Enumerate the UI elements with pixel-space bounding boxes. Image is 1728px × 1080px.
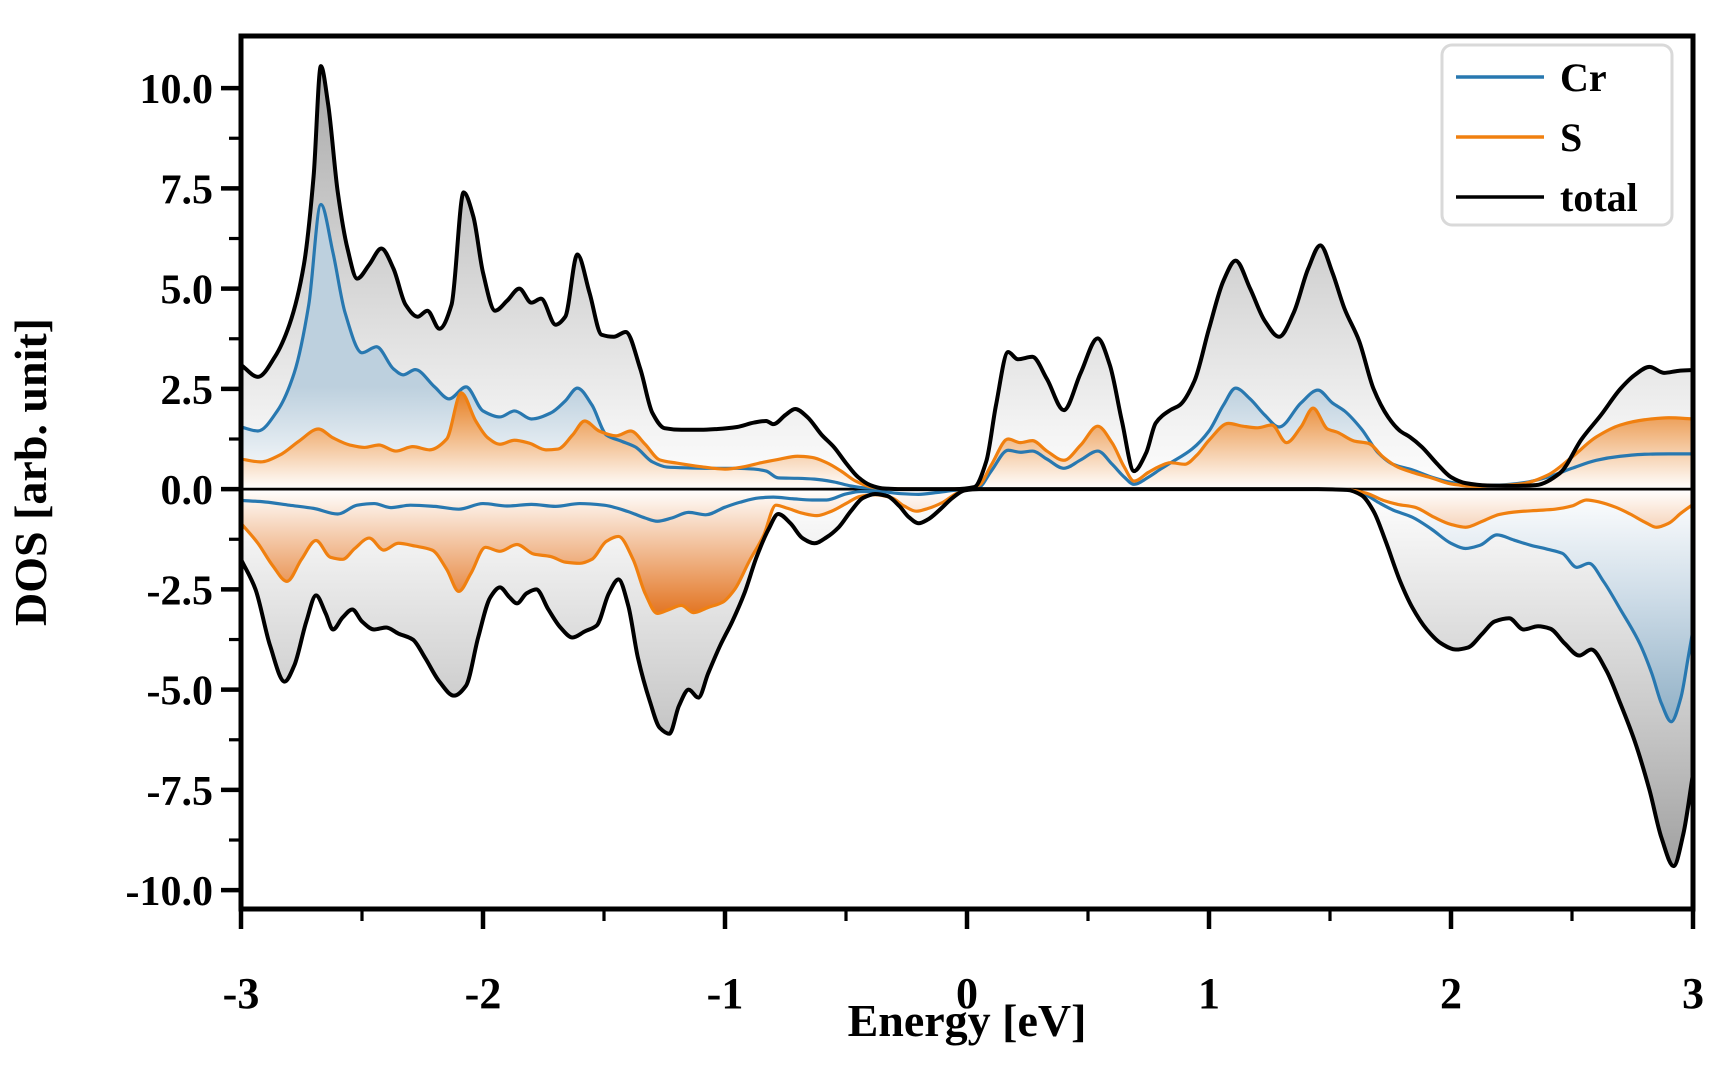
axes: -3 -2 -1 0 1 2 3 10.0 7.5 5.0 2.5 0.0 -2.5 -5.0 -7.5 -1… <box>126 33 1704 1018</box>
x-tick-label: -2 <box>465 969 502 1018</box>
legend-label-s: S <box>1560 115 1582 160</box>
fill-total-up <box>241 66 1693 490</box>
legend-label-cr: Cr <box>1560 55 1607 100</box>
y-tick-label: 5.0 <box>161 268 214 314</box>
x-tick-label: 2 <box>1440 969 1462 1018</box>
dos-curves <box>241 64 1693 869</box>
y-tick-label: 2.5 <box>161 368 214 414</box>
curve-total-up <box>241 64 1693 492</box>
x-tick-label: 0 <box>956 969 978 1018</box>
x-axis-label: Energy [eV] <box>848 995 1087 1046</box>
x-tick-label: 3 <box>1682 969 1704 1018</box>
x-tick-label: -3 <box>223 969 260 1018</box>
fill-cr-down <box>241 489 1693 722</box>
legend-label-total: total <box>1560 175 1638 220</box>
dos-fills <box>241 66 1693 867</box>
x-tick-label: -1 <box>707 969 744 1018</box>
fill-s-up <box>241 392 1693 490</box>
curve-s-down <box>241 487 1693 616</box>
y-tick-label: -10.0 <box>126 869 214 915</box>
y-tick-label: -7.5 <box>147 769 214 815</box>
legend-box <box>1440 43 1674 227</box>
y-tick-label: -2.5 <box>147 568 214 614</box>
curve-cr-down <box>241 487 1693 724</box>
fill-total-down <box>241 489 1693 867</box>
y-tick-label: 0.0 <box>161 468 214 514</box>
x-tick-label: 1 <box>1198 969 1220 1018</box>
fill-cr-up <box>241 204 1693 490</box>
y-tick-label: -5.0 <box>147 669 214 715</box>
y-tick-label: 10.0 <box>140 67 214 113</box>
y-axis-label: DOS [arb. unit] <box>5 318 56 626</box>
y-tick-label: 7.5 <box>161 167 214 213</box>
curve-total-down <box>241 487 1693 869</box>
fill-s-down <box>241 489 1693 614</box>
legend: Cr S total <box>1440 43 1674 227</box>
